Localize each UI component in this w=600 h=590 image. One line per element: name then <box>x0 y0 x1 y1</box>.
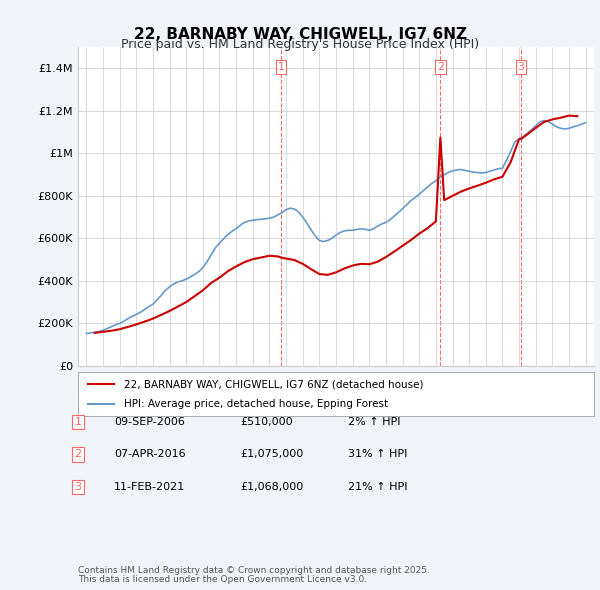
Text: 22, BARNABY WAY, CHIGWELL, IG7 6NZ: 22, BARNABY WAY, CHIGWELL, IG7 6NZ <box>133 27 467 41</box>
Text: Price paid vs. HM Land Registry's House Price Index (HPI): Price paid vs. HM Land Registry's House … <box>121 38 479 51</box>
Text: 11-FEB-2021: 11-FEB-2021 <box>114 482 185 491</box>
Text: 2% ↑ HPI: 2% ↑ HPI <box>348 417 401 427</box>
Text: 21% ↑ HPI: 21% ↑ HPI <box>348 482 407 491</box>
Text: HPI: Average price, detached house, Epping Forest: HPI: Average price, detached house, Eppi… <box>124 399 389 408</box>
Text: Contains HM Land Registry data © Crown copyright and database right 2025.: Contains HM Land Registry data © Crown c… <box>78 566 430 575</box>
Text: 1: 1 <box>277 62 284 72</box>
Text: 2: 2 <box>437 62 444 72</box>
Text: 31% ↑ HPI: 31% ↑ HPI <box>348 450 407 459</box>
Text: £1,068,000: £1,068,000 <box>240 482 303 491</box>
Text: 3: 3 <box>74 482 82 491</box>
Text: 2: 2 <box>74 450 82 459</box>
Text: 1: 1 <box>74 417 82 427</box>
Text: £1,075,000: £1,075,000 <box>240 450 303 459</box>
Text: 3: 3 <box>518 62 524 72</box>
Text: 09-SEP-2006: 09-SEP-2006 <box>114 417 185 427</box>
Text: This data is licensed under the Open Government Licence v3.0.: This data is licensed under the Open Gov… <box>78 575 367 584</box>
Text: 07-APR-2016: 07-APR-2016 <box>114 450 185 459</box>
Text: £510,000: £510,000 <box>240 417 293 427</box>
Text: 22, BARNABY WAY, CHIGWELL, IG7 6NZ (detached house): 22, BARNABY WAY, CHIGWELL, IG7 6NZ (deta… <box>124 379 424 389</box>
